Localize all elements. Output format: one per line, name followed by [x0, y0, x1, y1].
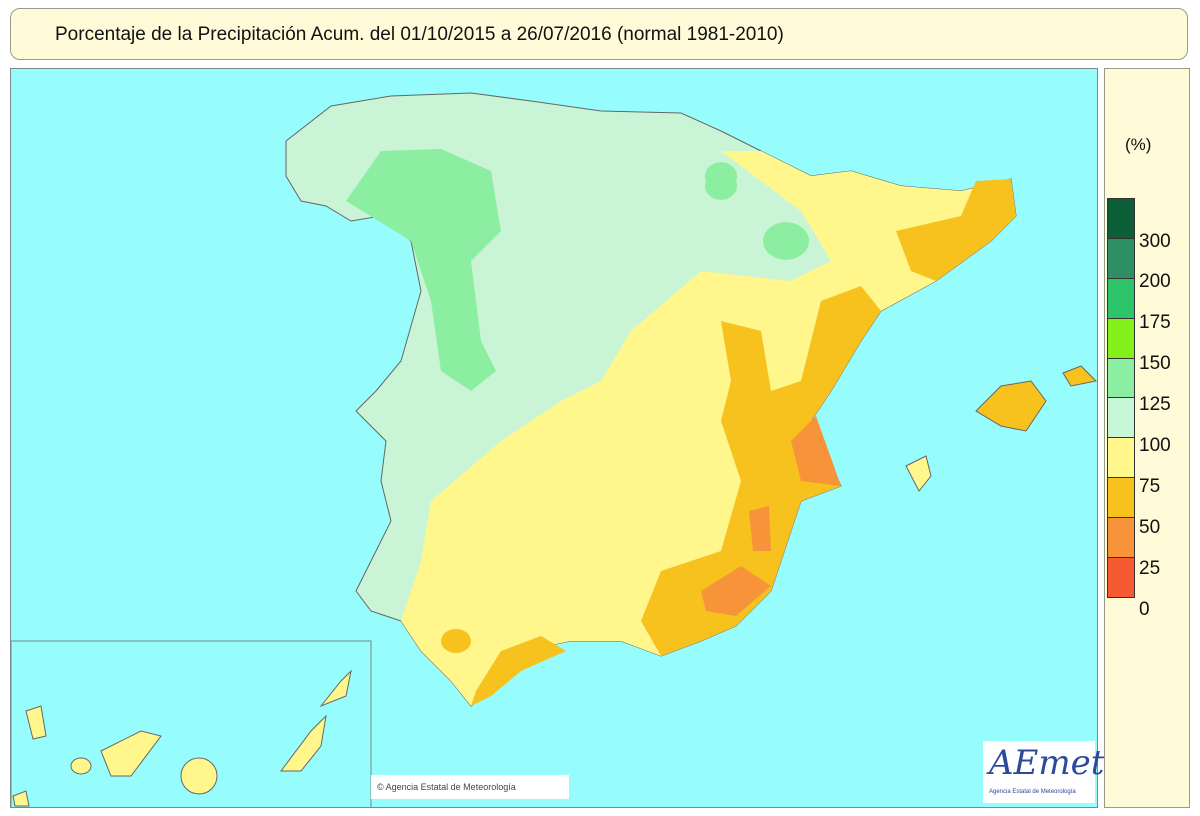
legend-label: 0 — [1139, 599, 1150, 620]
legend-label: 175 — [1139, 312, 1171, 333]
color-legend: (%) 300 200 175 150 125 100 75 50 25 0 — [1104, 68, 1190, 808]
menorca — [1062, 365, 1098, 387]
above-normal-zone — [346, 149, 501, 391]
legend-label: 200 — [1139, 271, 1171, 292]
legend-label: 100 — [1139, 435, 1171, 456]
legend-unit: (%) — [1125, 135, 1152, 154]
low-precip-zone-east — [641, 286, 881, 656]
legend-label: 300 — [1139, 231, 1171, 252]
legend-swatch — [1107, 198, 1135, 239]
legend-swatch — [1107, 357, 1135, 399]
legend-swatch — [1107, 437, 1135, 479]
spain-map-svg — [10, 92, 1098, 810]
legend-swatch — [1107, 517, 1135, 559]
legend-label: 75 — [1139, 476, 1161, 497]
legend-swatch — [1107, 317, 1135, 359]
canary-islands — [12, 669, 352, 807]
logo-text: AEmet — [989, 743, 1105, 783]
legend-swatch — [1107, 237, 1135, 279]
aemet-logo: AEmet Agencia Estatal de Meteorología — [983, 741, 1104, 803]
legend-swatch — [1107, 397, 1135, 439]
copyright-text: © Agencia Estatal de Meteorología — [371, 775, 569, 799]
very-low-precip-zone — [701, 416, 841, 616]
balearic-islands — [905, 365, 1098, 492]
above-normal-spot — [705, 162, 809, 260]
map-title: Porcentaje de la Precipitación Acum. del… — [55, 24, 784, 45]
legend-swatch — [1107, 277, 1135, 319]
legend-swatch — [1107, 477, 1135, 519]
low-precip-zone-catalonia — [896, 179, 1016, 281]
title-box: Porcentaje de la Precipitación Acum. del… — [10, 8, 1188, 60]
low-precip-zone-south — [441, 629, 566, 706]
logo-subtitle: Agencia Estatal de Meteorología — [989, 789, 1076, 795]
legend-label: 50 — [1139, 517, 1161, 538]
color-bar — [1107, 198, 1135, 598]
legend-label: 150 — [1139, 353, 1171, 374]
mallorca — [975, 380, 1047, 432]
legend-label: 125 — [1139, 394, 1171, 415]
peninsula — [285, 92, 1017, 707]
precipitation-map: © Agencia Estatal de Meteorología AEmet … — [10, 68, 1104, 810]
ibiza — [905, 455, 932, 492]
legend-label: 25 — [1139, 558, 1161, 579]
legend-swatch — [1107, 557, 1135, 598]
